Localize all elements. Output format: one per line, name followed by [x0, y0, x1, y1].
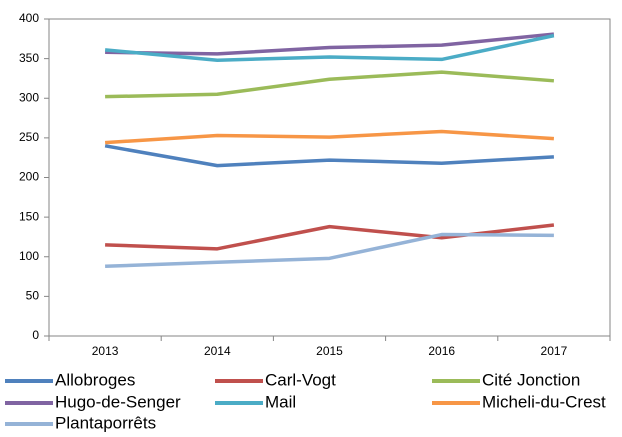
y-tick-label: 300 [19, 90, 39, 104]
y-tick-label: 400 [19, 11, 39, 25]
series-line [105, 70, 555, 99]
y-tick-label: 0 [32, 328, 39, 342]
legend-label: Cité Jonction [482, 370, 580, 389]
y-tick-label: 250 [19, 130, 39, 144]
series-line [105, 232, 554, 269]
y-tick-label: 50 [26, 289, 40, 303]
legend-label: Micheli-du-Crest [482, 392, 606, 411]
series-line [104, 144, 554, 168]
legend-label: Carl-Vogt [265, 370, 336, 389]
y-tick-label: 350 [19, 51, 39, 65]
legend-label: Hugo-de-Senger [55, 392, 181, 411]
legend-label: Mail [265, 392, 296, 411]
x-tick-label: 2013 [92, 344, 119, 358]
x-tick-label: 2016 [428, 344, 455, 358]
y-tick-label: 100 [19, 249, 39, 263]
x-tick-label: 2015 [316, 344, 343, 358]
x-tick-label: 2014 [204, 344, 231, 358]
y-tick-label: 200 [19, 170, 39, 184]
series-line [105, 223, 555, 251]
series-line [105, 32, 555, 56]
plot-frame [48, 18, 611, 337]
series-line [104, 129, 555, 145]
legend-label: Plantaporrêts [55, 413, 156, 432]
y-tick-label: 150 [19, 209, 39, 223]
x-tick-label: 2017 [541, 344, 568, 358]
legend-label: Allobroges [55, 370, 135, 389]
series-line [104, 33, 555, 62]
